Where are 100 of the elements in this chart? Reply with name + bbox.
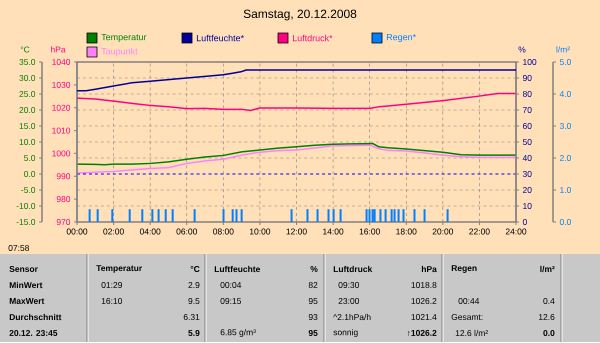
text: Gesamt:	[452, 314, 482, 320]
y-tick-label: -10.0	[16, 203, 36, 210]
chart-title: Samstag, 20.12.2008	[244, 10, 356, 21]
y-tick-label: 2.0	[560, 155, 571, 162]
text: 9.5	[188, 298, 200, 304]
y3-tick-label: 0	[522, 219, 527, 226]
x-tick-label: 16:00	[360, 228, 380, 235]
x-tick-label: 12:00	[286, 228, 307, 235]
y3-tick-label: 60	[522, 123, 532, 130]
legend-label: Temperatur	[101, 34, 146, 42]
text: 23:00	[338, 298, 360, 304]
line-series	[77, 93, 516, 112]
y-tick-label: 5.0	[24, 155, 36, 162]
x-tick-label: 14:00	[323, 228, 344, 235]
x-tick-label: 02:00	[103, 228, 124, 235]
text: 0.0	[543, 330, 554, 336]
text: 09:15	[220, 298, 242, 304]
text: Luftfeuchte	[214, 266, 260, 272]
legend-label: Luftfeuchte*	[196, 34, 244, 42]
y-tick-label: -15.0	[16, 219, 36, 226]
x-tick-label: 22:00	[469, 228, 490, 235]
y-tick-label: 30.0	[19, 75, 36, 82]
y-tick-label: 1.0	[560, 187, 571, 194]
text: 00:04	[220, 282, 242, 288]
y3-tick-label: 20	[522, 187, 532, 194]
text: 00:44	[458, 298, 480, 304]
text: 6.85 g/m³	[220, 329, 256, 338]
y-tick-label: 3.0	[560, 123, 571, 130]
y-tick-label: 0.0	[24, 171, 36, 178]
y-tick-label: 5.0	[560, 59, 571, 66]
y3-tick-label: 40	[522, 155, 532, 162]
text: 07:58	[8, 245, 30, 252]
y3-tick-label: 100	[523, 59, 536, 66]
y3-tick-label: 70	[522, 107, 532, 114]
x-tick-label: 18:00	[396, 228, 417, 235]
text: 95	[308, 298, 318, 304]
text: 82	[308, 282, 318, 288]
text: ↑1026.2	[408, 330, 436, 336]
y2-tick-label: 1020	[52, 104, 70, 111]
y3-tick-label: 50	[522, 139, 532, 146]
y3-axis-title: %	[518, 46, 526, 53]
y-tick-label: 35.0	[19, 59, 36, 66]
y-tick-label: 15.0	[20, 123, 36, 130]
legend-label: Regen*	[386, 34, 416, 42]
text: 6.31	[184, 314, 200, 320]
text: 95	[308, 330, 318, 336]
text: 0.4	[543, 298, 555, 304]
text: 2.9	[188, 282, 200, 288]
text: MaxWert	[10, 298, 44, 304]
text: 5.9	[188, 330, 200, 336]
y2-tick-label: 980	[56, 196, 70, 202]
y3-tick-label: 90	[522, 75, 532, 82]
x-tick-label: 20:00	[432, 228, 454, 235]
text: 93	[308, 314, 318, 320]
text: 09:30	[338, 282, 360, 288]
y-axis-title: l/m²	[556, 46, 570, 53]
text: Durchschnitt	[10, 314, 62, 320]
text: l/m²	[540, 266, 555, 272]
y3-tick-label: 80	[522, 91, 532, 98]
text: 16:10	[102, 298, 122, 304]
y2-tick-label: 1030	[52, 82, 70, 88]
text: 12.6 l/m²	[456, 330, 488, 336]
y3-tick-label: 30	[522, 171, 532, 178]
text: Temperatur	[96, 265, 142, 274]
x-tick-label: 08:00	[213, 228, 234, 235]
y-axis-title: °C	[20, 46, 30, 53]
legend-label: Taupunkt	[101, 48, 138, 56]
text: 20.12. 23:45	[10, 330, 58, 336]
text: 01:29	[102, 282, 122, 288]
text: °C	[190, 266, 200, 272]
text: 1021.4	[412, 314, 437, 320]
text: MinWert	[10, 282, 42, 288]
text: Regen	[452, 265, 477, 274]
text: 12.6	[538, 314, 554, 320]
text: ^2.1hPa/h	[333, 314, 371, 320]
y-tick-label: 10.0	[20, 139, 36, 146]
y-tick-label: -5.0	[21, 187, 36, 194]
text: hPa	[422, 266, 437, 272]
x-tick-label: 00:00	[66, 228, 88, 235]
x-tick-label: 06:00	[176, 228, 198, 235]
text: Sensor	[9, 266, 38, 272]
y-tick-label: 4.0	[560, 91, 571, 98]
y2-axis-title: hPa	[51, 46, 66, 53]
x-tick-label: 24:00	[506, 228, 526, 235]
x-tick-label: 10:00	[250, 228, 270, 235]
y3-tick-label: 10	[523, 203, 532, 210]
x-tick-label: 04:00	[140, 228, 160, 235]
y-tick-label: 20.0	[19, 107, 36, 114]
text: sonnig	[333, 329, 358, 338]
y2-tick-label: 1010	[52, 128, 70, 134]
text: Luftdruck	[334, 266, 372, 272]
y-tick-label: 25.0	[19, 91, 36, 98]
text: %	[310, 266, 318, 272]
y2-tick-label: 990	[56, 174, 70, 180]
line-series	[77, 144, 516, 174]
legend-label: Luftdruck*	[292, 34, 332, 42]
y2-tick-label: 970	[56, 219, 70, 226]
y2-tick-label: 1000	[52, 150, 70, 157]
y2-tick-label: 1040	[52, 59, 70, 66]
text: 1026.2	[412, 298, 436, 304]
